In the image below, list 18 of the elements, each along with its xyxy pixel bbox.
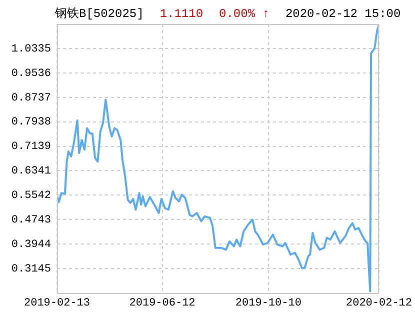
x-tick-label: 2019-10-10 bbox=[235, 298, 302, 310]
y-tick-label: 0.3944 bbox=[11, 238, 52, 251]
text: 2020-02-12 15:00 bbox=[285, 7, 401, 21]
y-tick-label: 0.6341 bbox=[11, 166, 52, 178]
x-tick-label: 2020-02-12 bbox=[346, 298, 412, 310]
y-tick-label: 0.4743 bbox=[11, 214, 51, 227]
y-tick-label: 1.0335 bbox=[11, 43, 51, 56]
y-tick-label: 0.9536 bbox=[11, 68, 51, 80]
y-tick-label: 0.7938 bbox=[11, 116, 51, 129]
y-tick-label: 0.7139 bbox=[11, 141, 51, 154]
x-tick-label: 2019-02-13 bbox=[24, 298, 90, 310]
text: 1.1110 bbox=[160, 7, 204, 21]
chart-title: 钢铁B[502025] bbox=[55, 7, 144, 21]
y-tick-label: 0.3145 bbox=[11, 263, 51, 276]
y-tick-label: 0.8737 bbox=[11, 92, 51, 104]
y-tick-label: 0.5542 bbox=[11, 190, 51, 202]
x-tick-label: 2019-06-12 bbox=[129, 298, 196, 310]
text: 0.00% ↑ bbox=[219, 7, 270, 21]
